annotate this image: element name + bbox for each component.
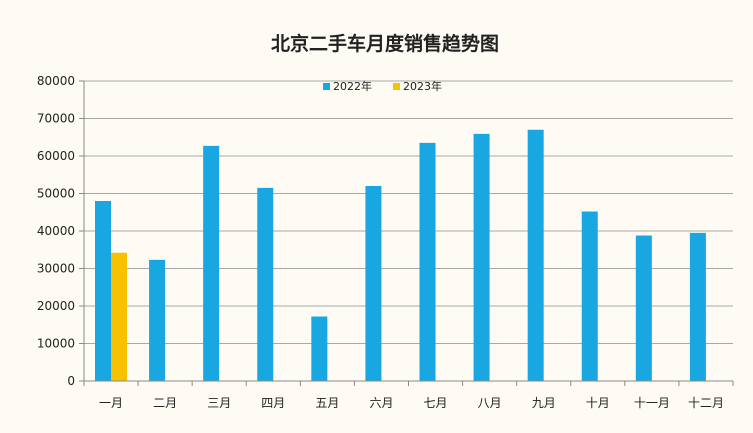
legend-swatch xyxy=(393,83,400,90)
bar-2022-3 xyxy=(203,145,220,381)
y-tick-label: 50000 xyxy=(37,187,75,201)
y-tick-label: 20000 xyxy=(37,299,75,313)
bar-2022-8 xyxy=(473,133,490,381)
bar-2022-12 xyxy=(689,232,706,381)
y-tick-label: 70000 xyxy=(37,112,75,126)
legend-swatch xyxy=(323,83,330,90)
gridlines xyxy=(84,80,733,344)
x-tick-label: 十二月 xyxy=(688,396,724,410)
y-tick-label: 10000 xyxy=(37,337,75,351)
legend-label: 2023年 xyxy=(403,79,442,93)
bars xyxy=(95,129,706,381)
x-tick-label: 二月 xyxy=(153,396,177,410)
y-tick-label: 0 xyxy=(67,374,75,388)
x-tick-label: 九月 xyxy=(532,396,556,410)
legend-label: 2022年 xyxy=(333,79,372,93)
y-tick-label: 40000 xyxy=(37,224,75,238)
y-tick-label: 30000 xyxy=(37,262,75,276)
bar-2022-10 xyxy=(581,211,598,381)
x-tick-label: 十月 xyxy=(586,396,610,410)
x-tick-label: 三月 xyxy=(207,396,231,410)
x-tick-label: 八月 xyxy=(478,396,502,410)
x-tick-label: 六月 xyxy=(369,396,393,410)
bar-2022-9 xyxy=(527,129,544,381)
bar-2022-7 xyxy=(419,142,436,381)
legend: 2022年 2023年 xyxy=(323,79,442,93)
bar-2022-5 xyxy=(311,316,328,381)
y-tick-label: 60000 xyxy=(37,149,75,163)
bar-2023-1 xyxy=(111,252,127,381)
x-tick-label: 七月 xyxy=(424,396,448,410)
bar-2022-6 xyxy=(365,186,382,381)
bar-2022-4 xyxy=(257,187,274,381)
axes: 0 10000 20000 30000 40000 50000 60000 70000 8000… xyxy=(37,74,734,410)
x-tick-label: 四月 xyxy=(261,396,285,410)
chart-title: 北京二手车月度销售趋势图 xyxy=(271,32,499,55)
bar-2022-2 xyxy=(149,259,166,381)
x-tick-label: 五月 xyxy=(315,396,339,410)
bar-2022-11 xyxy=(635,235,652,381)
y-tick-label: 80000 xyxy=(37,74,75,88)
x-tick-label: 十一月 xyxy=(634,396,670,410)
bar-2022-1 xyxy=(95,201,111,381)
x-tick-label: 一月 xyxy=(99,396,123,410)
